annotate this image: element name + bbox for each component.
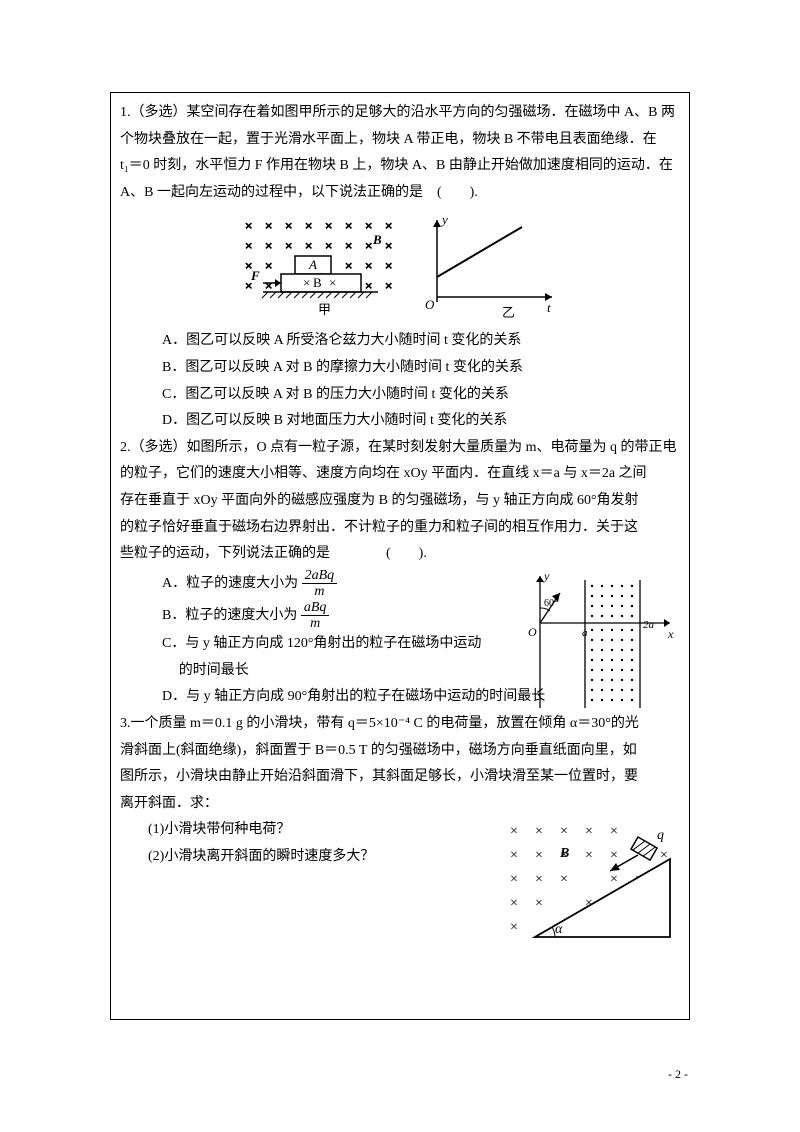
q2-stem-line5: 些粒子的运动，下列说法正确的是 ( ). — [120, 541, 680, 568]
svg-text:×: × — [305, 238, 312, 253]
svg-text:×: × — [329, 275, 336, 290]
svg-text:×: × — [285, 238, 292, 253]
svg-text:×: × — [265, 278, 272, 293]
q1-figure-yi: O y t 乙 — [417, 212, 567, 322]
svg-text:×: × — [245, 218, 252, 233]
svg-text:×: × — [305, 218, 312, 233]
svg-text:O: O — [425, 297, 435, 312]
q1-stem-line4: A、B 一起向左运动的过程中，以下说法正确的是 ( ). — [120, 180, 680, 207]
q2-stem-line1: 2.（多选）如图所示，O 点有一粒子源，在某时刻发射大量质量为 m、电荷量为 q… — [120, 435, 680, 462]
svg-text:×: × — [510, 848, 518, 863]
q1-figure-jia: ×××××××× ×××××××× ××××× ×××× A B ×× F B — [233, 212, 413, 322]
q1-option-d: D．图乙可以反映 B 对地面压力大小随时间 t 变化的关系 — [120, 408, 680, 435]
svg-text:×: × — [510, 920, 518, 935]
svg-text:×: × — [265, 258, 272, 273]
svg-text:×: × — [535, 896, 543, 911]
q2-figure: O y x 60° a 2a — [520, 568, 680, 718]
svg-text:y: y — [440, 212, 448, 227]
svg-text:2a: 2a — [643, 619, 655, 631]
svg-text:B: B — [313, 275, 322, 290]
svg-text:×: × — [560, 872, 568, 887]
page-number: - 2 - — [668, 1067, 688, 1082]
svg-text:×: × — [535, 848, 543, 863]
q2-stem-line3: 存在垂直于 xOy 平面向外的磁感应强度为 B 的匀强磁场，与 y 轴正方向成 … — [120, 488, 680, 515]
q1-figure: ×××××××× ×××××××× ××××× ×××× A B ×× F B — [120, 206, 680, 328]
svg-text:×: × — [325, 238, 332, 253]
svg-text:×: × — [365, 278, 372, 293]
svg-text:×: × — [385, 238, 392, 253]
svg-text:α: α — [555, 922, 563, 937]
svg-text:a: a — [582, 627, 588, 639]
svg-text:×: × — [385, 278, 392, 293]
svg-text:×: × — [345, 258, 352, 273]
svg-text:×: × — [560, 824, 568, 839]
svg-text:B: B — [559, 846, 569, 861]
q3-stem-line2: 滑斜面上(斜面绝缘)，斜面置于 B＝0.5 T 的匀强磁场中，磁场方向垂直纸面向… — [120, 738, 680, 765]
q1-option-b: B．图乙可以反映 A 对 B 的摩擦力大小随时间 t 变化的关系 — [120, 355, 680, 382]
svg-text:×: × — [510, 896, 518, 911]
svg-text:×: × — [365, 258, 372, 273]
q3-stem-line3: 图所示，小滑块由静止开始沿斜面滑下，其斜面足够长，小滑块滑至某一位置时，要 — [120, 764, 680, 791]
q1-option-c: C．图乙可以反映 A 对 B 的压力大小随时间 t 变化的关系 — [120, 382, 680, 409]
svg-text:×: × — [345, 238, 352, 253]
svg-text:y: y — [543, 569, 550, 583]
svg-text:×: × — [610, 848, 618, 863]
svg-text:×: × — [585, 848, 593, 863]
svg-text:×: × — [535, 824, 543, 839]
q3-stem-line4: 离开斜面．求： — [120, 791, 680, 818]
q3-figure: ××××× ×××××× ×××××× ×××××× ×××××× α — [500, 817, 680, 947]
svg-text:×: × — [535, 872, 543, 887]
svg-text:乙: 乙 — [502, 305, 515, 320]
svg-text:×: × — [610, 872, 618, 887]
svg-text:A: A — [308, 257, 317, 272]
q2-stem-line2: 的粒子，它们的速度大小相等、速度方向均在 xOy 平面内．在直线 x＝a 与 x… — [120, 461, 680, 488]
svg-text:×: × — [245, 238, 252, 253]
svg-text:F: F — [250, 268, 260, 283]
svg-text:t: t — [547, 300, 551, 315]
q2-stem-line4: 的粒子恰好垂直于磁场右边界射出．不计粒子的重力和粒子间的相互作用力．关于这 — [120, 515, 680, 542]
svg-text:甲: 甲 — [318, 302, 331, 317]
svg-text:x: x — [667, 627, 674, 641]
q1-option-a: A．图乙可以反映 A 所受洛仑兹力大小随时间 t 变化的关系 — [120, 328, 680, 355]
svg-text:×: × — [385, 218, 392, 233]
svg-text:×: × — [365, 218, 372, 233]
svg-text:×: × — [510, 824, 518, 839]
svg-text:×: × — [303, 275, 310, 290]
q1-stem-line3: t₁＝0 时刻，水平恒力 F 作用在物块 B 上，物块 A、B 由静止开始做加速… — [120, 153, 680, 180]
svg-text:×: × — [365, 238, 372, 253]
svg-text:q: q — [657, 828, 664, 843]
svg-text:×: × — [610, 824, 618, 839]
svg-text:×: × — [265, 238, 272, 253]
svg-text:×: × — [345, 218, 352, 233]
svg-text:60°: 60° — [544, 598, 558, 609]
svg-text:O: O — [528, 625, 537, 639]
svg-text:×: × — [325, 218, 332, 233]
svg-text:B: B — [372, 232, 382, 247]
q1-stem-line1: 1.（多选）某空间存在着如图甲所示的足够大的沿水平方向的匀强磁场．在磁场中 A、… — [120, 100, 680, 127]
svg-text:×: × — [510, 872, 518, 887]
svg-text:×: × — [385, 258, 392, 273]
q1-stem-line2: 个物块叠放在一起，置于光滑水平面上，物块 A 带正电，物块 B 不带电且表面绝缘… — [120, 127, 680, 154]
svg-text:×: × — [585, 824, 593, 839]
svg-text:×: × — [285, 218, 292, 233]
svg-text:×: × — [265, 218, 272, 233]
